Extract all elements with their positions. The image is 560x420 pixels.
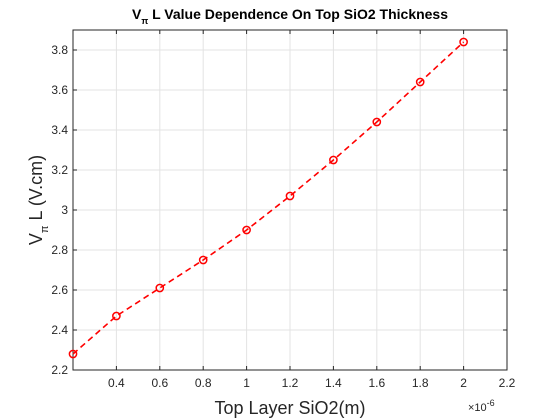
y-tick-label: 3: [61, 203, 68, 217]
data-point: [372, 117, 382, 127]
x-exponent-base: ×10: [468, 402, 487, 414]
x-axis-exponent: ×10-6: [468, 398, 495, 414]
y-tick-label: 2.4: [51, 323, 68, 337]
x-tick-label: 0.6: [151, 376, 168, 390]
chart-title-suffix: L Value Dependence On Top SiO2 Thickness: [148, 6, 448, 22]
x-tick-label: 1.8: [412, 376, 429, 390]
x-tick-label: 1.6: [368, 376, 385, 390]
series-layer: [68, 37, 468, 359]
x-tick-label: 0.8: [195, 376, 212, 390]
data-point: [459, 37, 468, 47]
y-tick-label: 3.4: [51, 123, 68, 137]
y-label-prefix: V: [26, 233, 46, 245]
x-tick-label: 1.2: [282, 376, 299, 390]
y-label-subscript: π: [39, 225, 51, 233]
data-point: [198, 255, 208, 265]
y-tick-label: 2.2: [51, 363, 68, 377]
y-tick-label: 3.6: [51, 83, 68, 97]
y-label-suffix: L (V.cm): [26, 155, 46, 226]
chart-title-subscript: π: [141, 16, 148, 26]
ticks: 0.4 0.6 0.8 1 1.2 1.4 1.6 1.8 2 2.2 2.2 2.4 2.6 2.8 3 3…: [51, 30, 516, 390]
y-tick-label: 3.2: [51, 163, 68, 177]
x-tick-label: 1.4: [325, 376, 342, 390]
x-exponent-power: -6: [487, 398, 495, 408]
y-axis-label: Vπ L (V.cm): [26, 155, 51, 245]
y-tick-label: 2.6: [51, 283, 68, 297]
series-line: [72, 41, 465, 355]
data-point: [112, 311, 121, 321]
x-tick-label: 0.4: [108, 376, 125, 390]
data-point: [329, 155, 338, 165]
y-tick-label: 3.8: [51, 43, 68, 57]
data-point: [155, 283, 165, 293]
x-axis-label: Top Layer SiO2(m): [214, 398, 365, 418]
chart-title-prefix: V: [132, 6, 142, 22]
x-tick-label: 2.2: [499, 376, 516, 390]
x-tick-label: 2: [460, 376, 467, 390]
data-point: [285, 191, 295, 201]
data-point: [415, 77, 425, 87]
x-tick-label: 1: [243, 376, 250, 390]
data-point: [68, 349, 78, 359]
chart-title: Vπ L Value Dependence On Top SiO2 Thickn…: [132, 6, 448, 26]
y-tick-label: 2.8: [51, 243, 68, 257]
data-point: [242, 225, 251, 235]
